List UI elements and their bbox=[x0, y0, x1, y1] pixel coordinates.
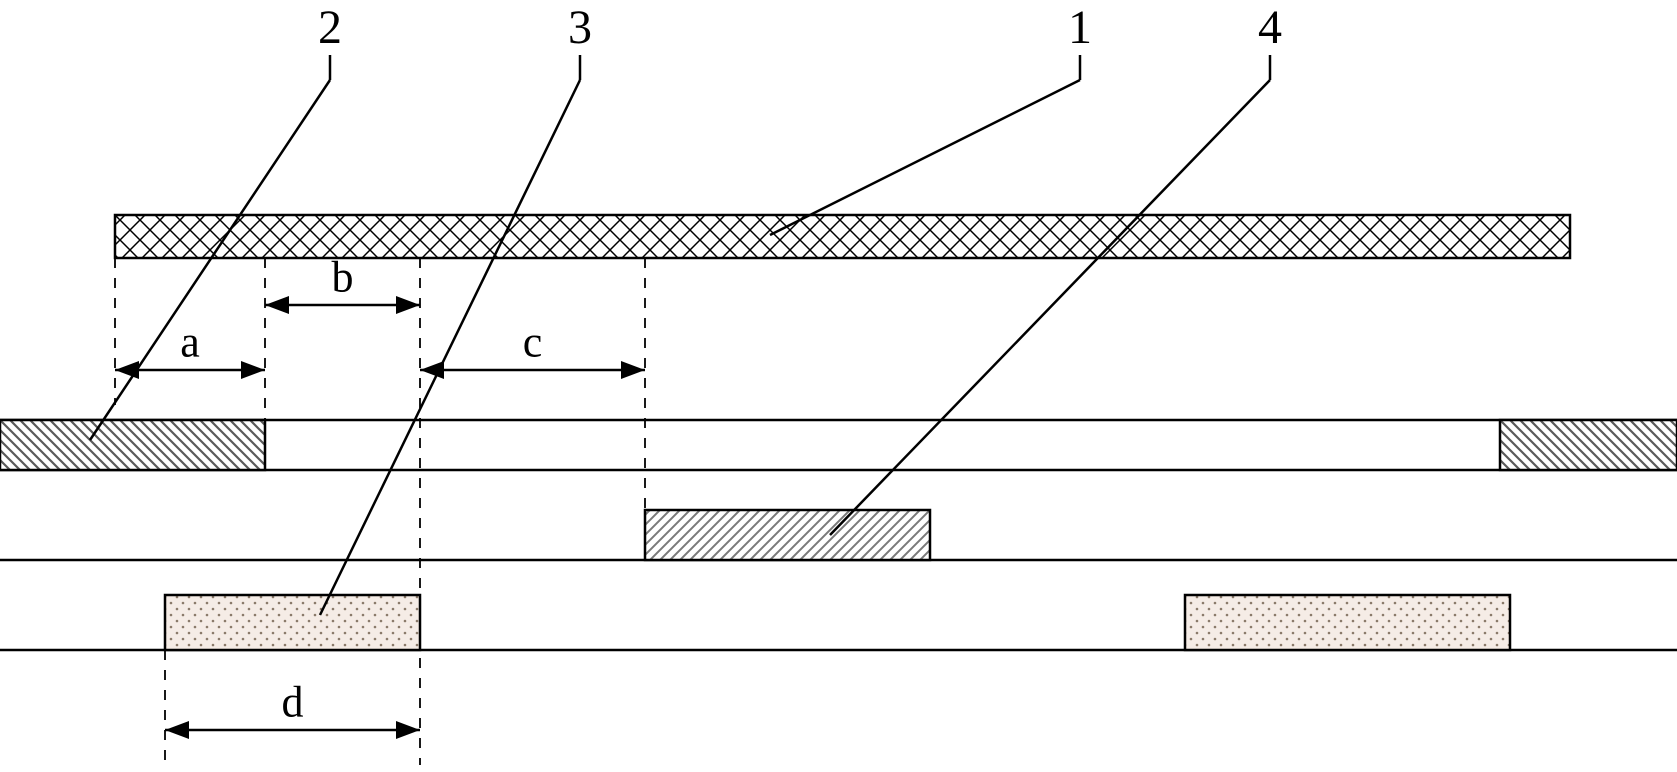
callout-label-4: 4 bbox=[1258, 0, 1282, 55]
dimension-label-b: b bbox=[332, 252, 354, 303]
diagram-svg bbox=[0, 0, 1677, 772]
element-2-left bbox=[0, 420, 265, 470]
callout-label-2: 2 bbox=[318, 0, 342, 55]
dimension-label-a: a bbox=[180, 317, 200, 368]
dimension-label-c: c bbox=[523, 317, 543, 368]
element-3-left bbox=[165, 595, 420, 650]
element-4 bbox=[645, 510, 930, 560]
callout-label-3: 3 bbox=[568, 0, 592, 55]
element-3-right bbox=[1185, 595, 1510, 650]
element-2-right bbox=[1500, 420, 1677, 470]
diagram-stage: 1 2 3 4 a b c d bbox=[0, 0, 1677, 772]
callout-label-1: 1 bbox=[1068, 0, 1092, 55]
dimension-label-d: d bbox=[282, 677, 304, 728]
